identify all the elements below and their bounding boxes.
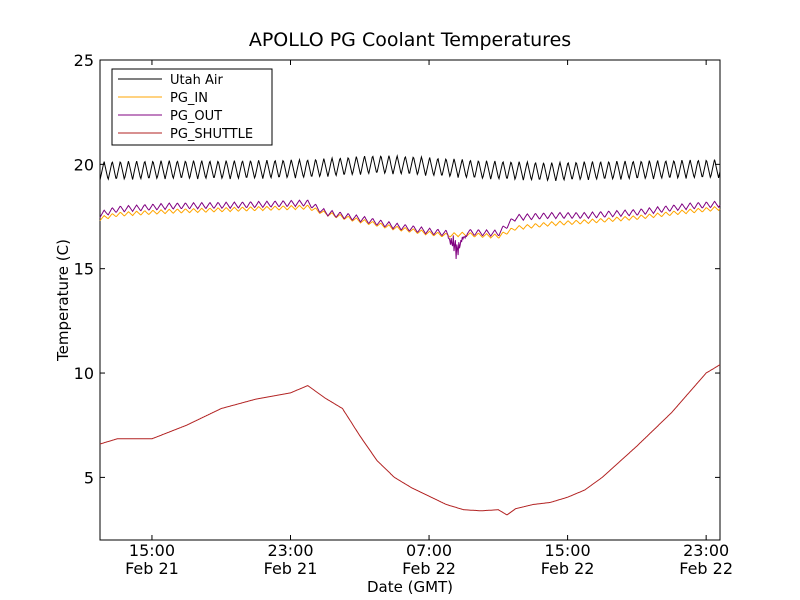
x-tick-date-label: Feb 22 [402, 559, 456, 578]
series-line-utah-air [99, 154, 721, 182]
legend-label: PG_SHUTTLE [170, 127, 253, 142]
chart-title: APOLLO PG Coolant Temperatures [249, 29, 571, 51]
series-line-pg-out [99, 199, 721, 260]
legend: Utah Air PG_IN PG_OUT PG_SHUTTLE [111, 68, 273, 146]
x-tick-date-label: Feb 22 [541, 559, 595, 578]
y-tick-label: 25 [74, 51, 94, 70]
y-tick-label: 5 [84, 468, 94, 487]
x-tick-time-label: 15:00 [129, 541, 175, 560]
x-tick-date-label: Feb 21 [264, 559, 318, 578]
series-line-pg-in [99, 204, 721, 239]
x-tick-time-label: 07:00 [406, 541, 452, 560]
y-tick-label: 20 [74, 155, 94, 174]
series-lines [99, 154, 721, 516]
legend-label: PG_IN [170, 91, 208, 106]
x-axis-label: Date (GMT) [367, 578, 453, 596]
legend-label: Utah Air [170, 73, 223, 88]
y-tick-label: 10 [74, 364, 94, 383]
x-tick-date-label: Feb 21 [125, 559, 179, 578]
y-tick-label: 15 [74, 260, 94, 279]
x-tick-time-label: 15:00 [545, 541, 591, 560]
x-tick-date-label: Feb 22 [679, 559, 733, 578]
series-line-pg-shuttle [99, 364, 721, 516]
legend-label: PG_OUT [170, 109, 222, 124]
x-tick-time-label: 23:00 [267, 541, 313, 560]
y-axis-label: Temperature (C) [54, 239, 72, 362]
legend-box [111, 68, 273, 146]
x-tick-time-label: 23:00 [683, 541, 729, 560]
